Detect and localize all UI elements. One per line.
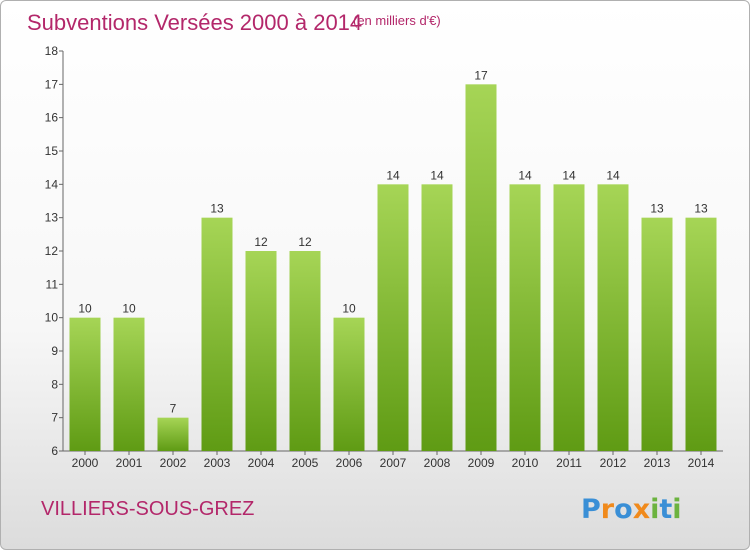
bar-2005 bbox=[289, 251, 321, 451]
y-tick-label: 14 bbox=[45, 177, 59, 191]
y-tick-label: 12 bbox=[45, 244, 59, 258]
x-tick-label-2009: 2009 bbox=[468, 456, 495, 470]
bar-2014 bbox=[685, 217, 717, 451]
bar-2008 bbox=[421, 184, 453, 452]
x-tick-label-2005: 2005 bbox=[292, 456, 319, 470]
y-tick-label: 10 bbox=[45, 311, 59, 325]
bar-2011 bbox=[553, 184, 585, 452]
y-tick-label: 16 bbox=[45, 111, 59, 125]
value-label-2009: 17 bbox=[474, 68, 488, 82]
y-tick-label: 11 bbox=[46, 277, 59, 291]
value-label-2001: 10 bbox=[122, 302, 136, 316]
y-tick-label: 7 bbox=[51, 411, 58, 425]
x-axis: 2000 2001 2002 2003 2004 2005 2006 2007 2008 2009… bbox=[63, 450, 723, 470]
bar-2001 bbox=[113, 317, 145, 451]
brand-letter: i bbox=[672, 494, 681, 525]
proxiti-logo: Proxiti bbox=[581, 494, 682, 525]
x-tick-label-2011: 2011 bbox=[556, 456, 582, 470]
value-label-2013: 13 bbox=[650, 202, 664, 216]
x-tick-label-2003: 2003 bbox=[204, 456, 231, 470]
x-tick-label-2013: 2013 bbox=[644, 456, 671, 470]
x-tick-label-2010: 2010 bbox=[512, 456, 539, 470]
bar-2006 bbox=[333, 317, 365, 451]
value-label-2005: 12 bbox=[298, 235, 312, 249]
y-axis: 6 7 8 9 10 11 12 13 14 15 16 17 18 bbox=[45, 44, 64, 458]
bar-2013 bbox=[641, 217, 673, 451]
bar-2002 bbox=[157, 417, 189, 451]
value-label-2002: 7 bbox=[170, 402, 177, 416]
chart-title: Subventions Versées 2000 à 2014 bbox=[27, 10, 362, 35]
x-tick-label-2014: 2014 bbox=[688, 456, 715, 470]
y-tick-label: 18 bbox=[45, 44, 59, 58]
brand-letter: x bbox=[633, 494, 650, 525]
y-tick-label: 9 bbox=[51, 344, 58, 358]
value-label-2006: 10 bbox=[342, 302, 356, 316]
brand-letter: i bbox=[650, 494, 659, 525]
x-tick-label-2007: 2007 bbox=[380, 456, 407, 470]
y-tick-label: 8 bbox=[51, 377, 58, 391]
brand-letter: r bbox=[601, 494, 615, 525]
value-label-2000: 10 bbox=[78, 302, 92, 316]
commune-name: VILLIERS-SOUS-GREZ bbox=[41, 498, 254, 520]
chart-subtitle: (en milliers d'€) bbox=[353, 13, 441, 28]
x-tick-label-2002: 2002 bbox=[160, 456, 187, 470]
x-tick-label-2008: 2008 bbox=[424, 456, 451, 470]
x-tick-label-2012: 2012 bbox=[600, 456, 627, 470]
y-tick-label: 17 bbox=[45, 77, 59, 91]
bars-group: 10 10 7 13 12 12 10 14 14 17 14 14 14 13 13 bbox=[69, 68, 717, 452]
bar-2000 bbox=[69, 317, 101, 451]
value-label-2010: 14 bbox=[518, 168, 532, 182]
value-label-2012: 14 bbox=[606, 168, 620, 182]
value-label-2014: 13 bbox=[694, 202, 708, 216]
bar-2010 bbox=[509, 184, 541, 452]
brand-letter: t bbox=[659, 494, 672, 525]
value-label-2004: 12 bbox=[254, 235, 268, 249]
x-tick-label-2006: 2006 bbox=[336, 456, 363, 470]
y-tick-label: 13 bbox=[45, 211, 59, 225]
y-tick-label: 15 bbox=[45, 144, 59, 158]
value-label-2003: 13 bbox=[210, 202, 224, 216]
x-tick-label-2001: 2001 bbox=[116, 456, 143, 470]
bar-2009 bbox=[465, 84, 497, 451]
x-tick-label-2000: 2000 bbox=[72, 456, 99, 470]
x-tick-label-2004: 2004 bbox=[248, 456, 275, 470]
value-label-2008: 14 bbox=[430, 168, 444, 182]
bar-2003 bbox=[201, 217, 233, 451]
value-label-2007: 14 bbox=[386, 168, 400, 182]
bar-2012 bbox=[597, 184, 629, 452]
bar-2004 bbox=[245, 251, 277, 451]
value-label-2011: 14 bbox=[562, 168, 576, 182]
brand-letter: P bbox=[581, 494, 601, 525]
y-tick-label: 6 bbox=[51, 444, 58, 458]
bar-2007 bbox=[377, 184, 409, 452]
brand-letter: o bbox=[614, 494, 633, 525]
